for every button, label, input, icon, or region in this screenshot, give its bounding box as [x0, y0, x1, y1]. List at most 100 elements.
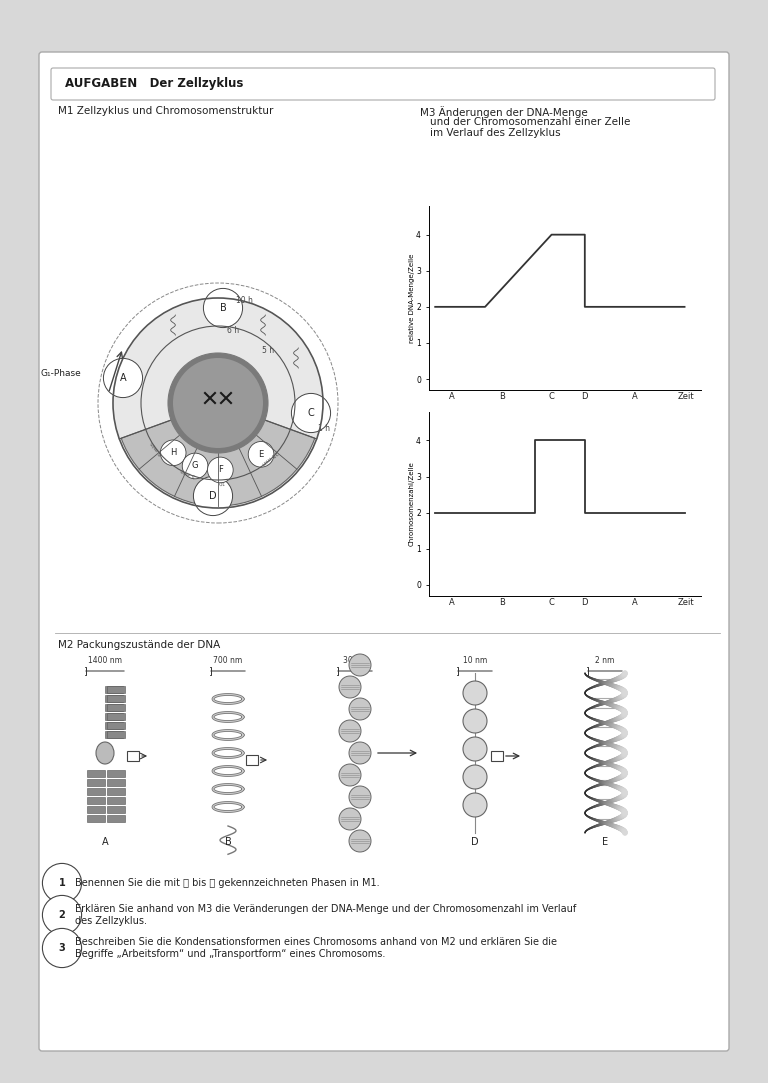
Circle shape	[463, 738, 487, 761]
Bar	[87, 779, 105, 786]
Text: 700 nm: 700 nm	[214, 656, 243, 665]
Bar	[87, 770, 105, 777]
Text: D: D	[581, 392, 588, 401]
Text: Benennen Sie die mit Ⓐ bis Ⓗ gekennzeichneten Phasen in M1.: Benennen Sie die mit Ⓐ bis Ⓗ gekennzeich…	[75, 878, 379, 888]
Circle shape	[349, 654, 371, 676]
Text: 25 min: 25 min	[260, 449, 279, 466]
Text: E: E	[602, 837, 608, 847]
Bar	[107, 686, 125, 693]
Text: 10 h: 10 h	[236, 296, 253, 305]
Circle shape	[463, 765, 487, 790]
Text: Begriffe „Arbeitsform“ und „Transportform“ eines Chromosoms.: Begriffe „Arbeitsform“ und „Transportfor…	[75, 949, 386, 960]
Circle shape	[339, 720, 361, 742]
Text: 1400 nm: 1400 nm	[88, 656, 122, 665]
Text: 2: 2	[58, 910, 65, 919]
Circle shape	[349, 699, 371, 720]
Text: C: C	[308, 408, 314, 418]
Bar	[107, 788, 125, 795]
Text: B: B	[220, 303, 227, 313]
Text: des Zellzyklus.: des Zellzyklus.	[75, 916, 147, 926]
Text: 3: 3	[58, 943, 65, 953]
Circle shape	[339, 676, 361, 699]
Text: A: A	[120, 373, 126, 383]
Bar	[105, 713, 123, 720]
Text: AUFGABEN   Der Zellzyklus: AUFGABEN Der Zellzyklus	[65, 78, 243, 91]
Circle shape	[463, 709, 487, 733]
Text: A: A	[632, 598, 637, 606]
Text: D: D	[209, 491, 217, 501]
Text: 5 min: 5 min	[150, 440, 164, 456]
Bar	[246, 755, 258, 765]
Circle shape	[349, 742, 371, 764]
Bar	[107, 770, 125, 777]
Bar	[107, 722, 125, 729]
Text: M1 Zellzyklus und Chromosomenstruktur: M1 Zellzyklus und Chromosomenstruktur	[58, 106, 273, 116]
Bar	[491, 751, 503, 761]
Bar	[87, 815, 105, 822]
Text: A: A	[101, 837, 108, 847]
Text: 2 nm: 2 nm	[595, 656, 614, 665]
Bar	[87, 797, 105, 804]
Text: H: H	[170, 448, 177, 457]
Text: 5 h: 5 h	[262, 345, 274, 355]
Text: 10 nm: 10 nm	[463, 656, 487, 665]
Text: B: B	[224, 837, 231, 847]
Y-axis label: relative DNA-Menge/Zelle: relative DNA-Menge/Zelle	[409, 253, 415, 342]
Text: Zeit: Zeit	[678, 598, 694, 606]
FancyBboxPatch shape	[39, 52, 729, 1051]
Text: 5 min: 5 min	[180, 468, 197, 479]
Text: B: B	[498, 392, 505, 401]
Text: 6 h: 6 h	[227, 326, 239, 335]
Text: Beschreiben Sie die Kondensationsformen eines Chromosoms anhand von M2 und erklä: Beschreiben Sie die Kondensationsformen …	[75, 937, 557, 947]
Circle shape	[168, 353, 268, 453]
Text: 1 h: 1 h	[318, 425, 330, 433]
Bar	[127, 751, 139, 761]
Circle shape	[463, 793, 487, 817]
Text: G₁-Phase: G₁-Phase	[40, 368, 81, 378]
Bar	[105, 731, 123, 738]
Circle shape	[463, 681, 487, 705]
Text: 30 nm: 30 nm	[343, 656, 367, 665]
Y-axis label: Chromosomenzahl/Zelle: Chromosomenzahl/Zelle	[409, 461, 415, 546]
Bar	[107, 806, 125, 813]
Text: A: A	[449, 598, 455, 606]
Bar	[87, 788, 105, 795]
Text: Zeit: Zeit	[678, 392, 694, 401]
Bar	[107, 815, 125, 822]
Circle shape	[114, 299, 322, 507]
Text: C: C	[352, 837, 359, 847]
Text: B: B	[498, 598, 505, 606]
Bar	[107, 704, 125, 712]
Circle shape	[339, 764, 361, 786]
Bar	[107, 779, 125, 786]
Bar	[105, 722, 123, 729]
Text: 10: 10	[217, 479, 224, 484]
Text: 1: 1	[58, 878, 65, 888]
Circle shape	[173, 358, 263, 448]
Bar	[105, 704, 123, 712]
Text: C: C	[548, 598, 554, 606]
Text: C: C	[548, 392, 554, 401]
Text: D: D	[472, 837, 478, 847]
Circle shape	[349, 786, 371, 808]
Text: M2 Packungszustände der DNA: M2 Packungszustände der DNA	[58, 640, 220, 650]
Bar	[107, 713, 125, 720]
Text: A: A	[449, 392, 455, 401]
Text: E: E	[259, 449, 263, 459]
Text: und der Chromosomenzahl einer Zelle: und der Chromosomenzahl einer Zelle	[430, 117, 631, 127]
Text: M3 Änderungen der DNA-Menge: M3 Änderungen der DNA-Menge	[420, 106, 588, 118]
Text: G: G	[192, 461, 198, 470]
Ellipse shape	[96, 742, 114, 764]
Circle shape	[349, 830, 371, 852]
Circle shape	[339, 808, 361, 830]
Bar	[105, 686, 123, 693]
Bar	[107, 731, 125, 738]
Bar	[87, 806, 105, 813]
Bar	[107, 797, 125, 804]
Bar	[105, 695, 123, 702]
Text: A: A	[632, 392, 637, 401]
Text: D: D	[581, 598, 588, 606]
Text: im Verlauf des Zellzyklus: im Verlauf des Zellzyklus	[430, 128, 561, 138]
Wedge shape	[121, 403, 315, 506]
FancyBboxPatch shape	[51, 68, 715, 100]
